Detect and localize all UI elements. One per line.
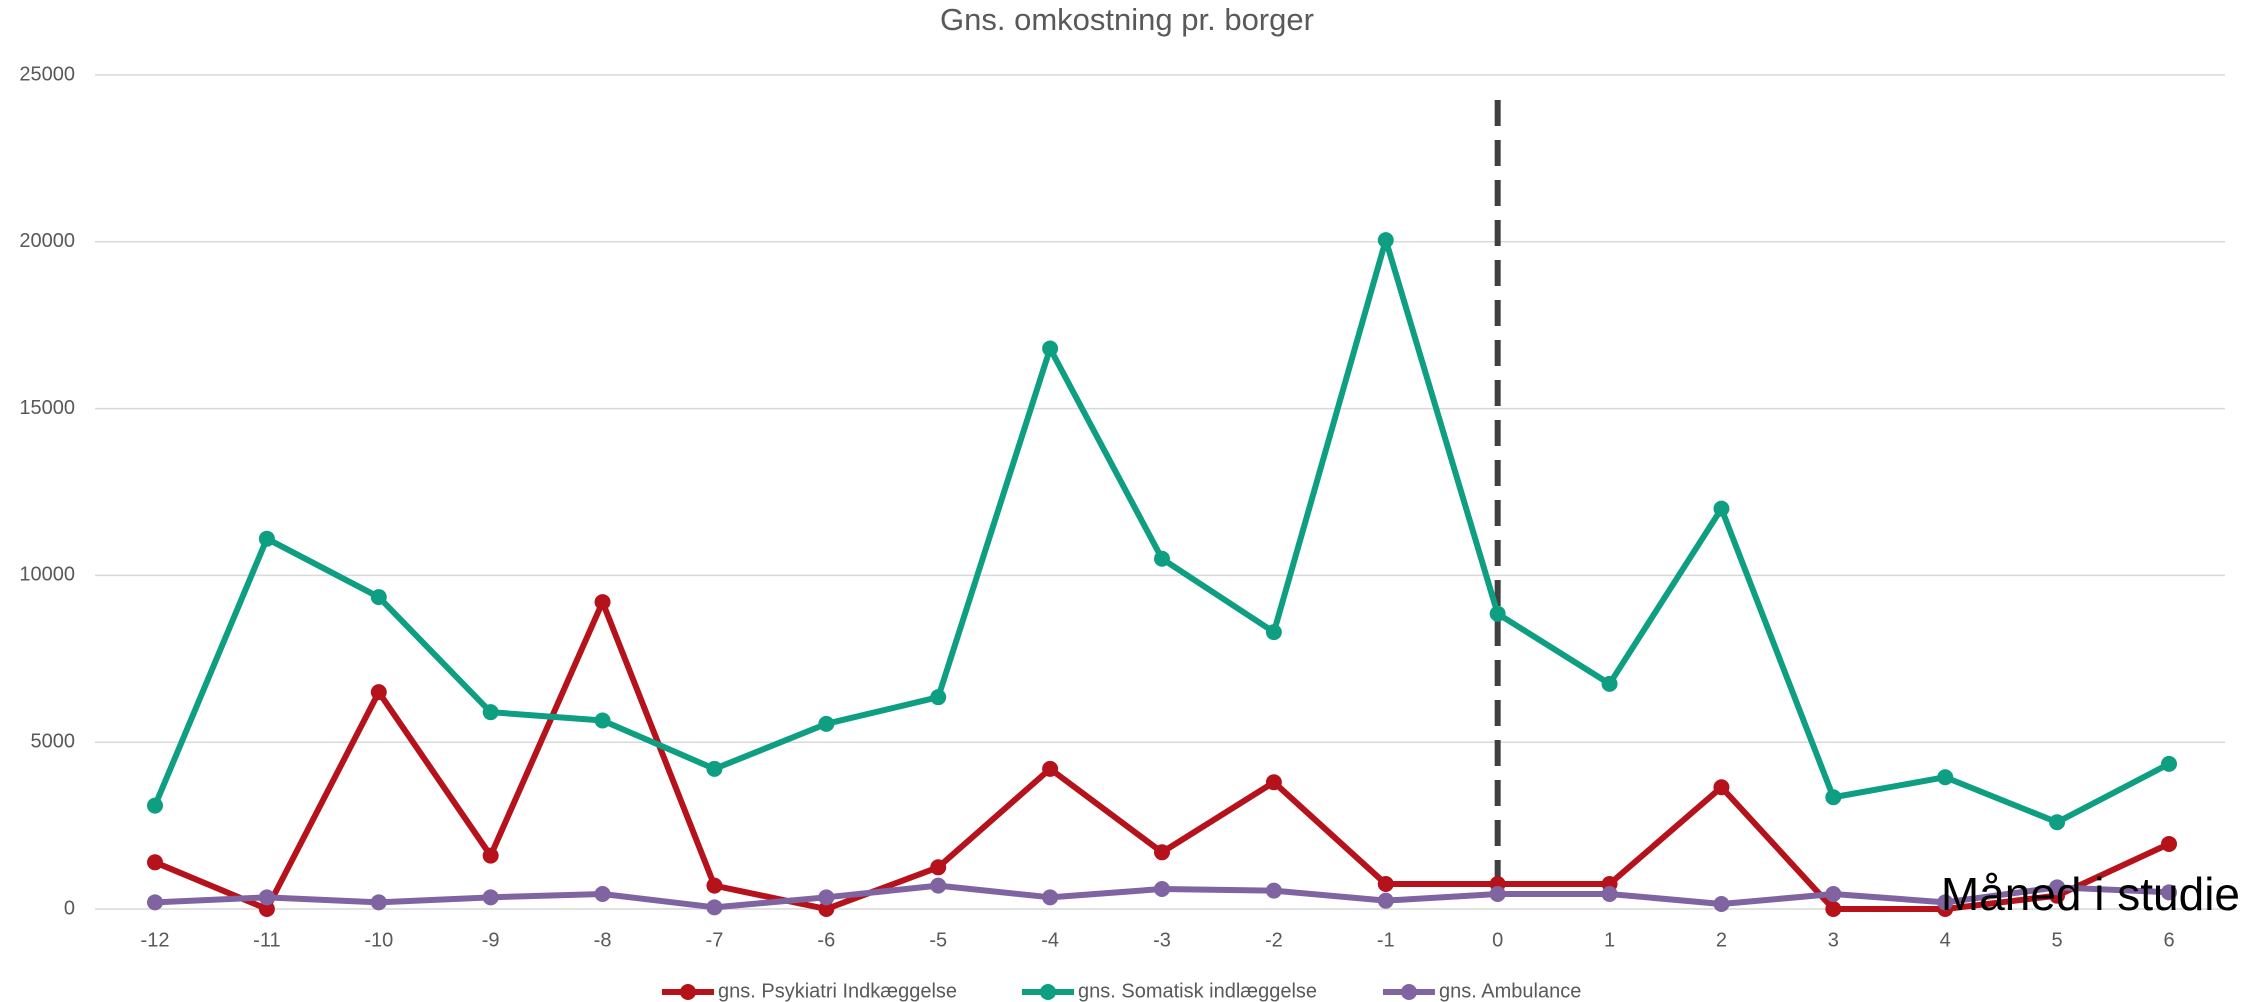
point bbox=[1042, 889, 1059, 906]
x-tick-label: 1 bbox=[1604, 929, 1615, 951]
x-tick-label: -5 bbox=[929, 929, 947, 951]
point bbox=[1713, 895, 1730, 912]
point bbox=[818, 889, 835, 906]
point bbox=[930, 689, 947, 706]
x-axis-label: Måned i studie bbox=[1941, 868, 2240, 920]
x-tick-label: -1 bbox=[1377, 929, 1395, 951]
y-tick-label: 20000 bbox=[19, 230, 75, 252]
point bbox=[147, 854, 163, 871]
point bbox=[1042, 340, 1059, 357]
point bbox=[706, 760, 723, 777]
point bbox=[930, 877, 947, 894]
legend-marker bbox=[680, 984, 696, 1000]
x-tick-label: 6 bbox=[2163, 929, 2174, 951]
point bbox=[930, 859, 947, 876]
point bbox=[1265, 774, 1282, 791]
x-tick-label: -2 bbox=[1265, 929, 1283, 951]
point bbox=[1601, 885, 1618, 902]
legend-label: gns. Somatisk indlæggelse bbox=[1078, 980, 1317, 1002]
point bbox=[482, 704, 499, 721]
point bbox=[482, 889, 499, 906]
point bbox=[1377, 875, 1394, 892]
x-tick-label: -11 bbox=[253, 929, 280, 951]
point bbox=[1154, 880, 1170, 897]
series-line bbox=[153, 599, 2171, 912]
y-tick-label: 5000 bbox=[31, 730, 76, 752]
point bbox=[370, 684, 387, 701]
point bbox=[1265, 624, 1282, 641]
x-tick-label: -6 bbox=[817, 929, 835, 951]
x-tick-label: -12 bbox=[141, 929, 170, 951]
point bbox=[1042, 760, 1059, 777]
y-tick-label: 0 bbox=[64, 897, 75, 919]
point bbox=[147, 797, 163, 814]
point bbox=[258, 530, 275, 547]
x-tick-label: -3 bbox=[1153, 929, 1171, 951]
point bbox=[1489, 885, 1506, 902]
legend-label: gns. Ambulance bbox=[1439, 980, 1581, 1002]
x-tick-label: 4 bbox=[1940, 929, 1951, 951]
x-tick-label: -4 bbox=[1041, 929, 1059, 951]
x-tick-label: -7 bbox=[706, 929, 724, 951]
point bbox=[1825, 885, 1842, 902]
y-tick-label: 15000 bbox=[19, 397, 75, 419]
point bbox=[258, 889, 275, 906]
point bbox=[1937, 894, 1954, 911]
point bbox=[370, 589, 387, 606]
legend-label: gns. Psykiatri Indkæggelse bbox=[718, 980, 957, 1002]
point bbox=[147, 894, 163, 911]
y-tick-label: 25000 bbox=[19, 63, 75, 85]
point bbox=[818, 901, 835, 917]
point bbox=[1154, 844, 1170, 861]
x-tick-label: -9 bbox=[482, 929, 500, 951]
legend-marker bbox=[1040, 984, 1056, 1000]
point bbox=[594, 594, 611, 611]
point bbox=[1713, 779, 1730, 796]
point bbox=[818, 715, 835, 732]
point bbox=[1377, 232, 1394, 249]
y-tick-label: 10000 bbox=[19, 564, 75, 586]
point bbox=[706, 877, 723, 894]
point bbox=[2161, 755, 2177, 772]
series-line bbox=[152, 237, 2171, 826]
x-tick-label: 3 bbox=[1828, 929, 1839, 951]
x-tick-label: 2 bbox=[1716, 929, 1727, 951]
point bbox=[370, 894, 387, 911]
point bbox=[1937, 769, 1954, 786]
chart-title: Gns. omkostning pr. borger bbox=[940, 2, 1314, 37]
x-tick-label: 5 bbox=[2052, 929, 2063, 951]
point bbox=[482, 847, 499, 864]
point bbox=[706, 899, 723, 916]
point bbox=[1489, 605, 1506, 622]
point bbox=[2161, 884, 2177, 901]
point bbox=[1713, 500, 1730, 517]
point bbox=[1825, 901, 1842, 917]
point bbox=[1601, 675, 1618, 692]
point bbox=[1154, 550, 1170, 567]
point bbox=[1265, 882, 1282, 899]
point bbox=[258, 901, 275, 917]
x-tick-label: 0 bbox=[1492, 929, 1503, 951]
point bbox=[2049, 814, 2066, 831]
point bbox=[1825, 789, 1842, 806]
point bbox=[1377, 892, 1394, 909]
x-tick-label: -10 bbox=[364, 929, 393, 951]
point bbox=[594, 885, 611, 902]
legend-marker bbox=[1401, 984, 1417, 1000]
x-tick-label: -8 bbox=[594, 929, 612, 951]
point bbox=[2161, 835, 2177, 852]
point bbox=[594, 712, 611, 729]
point bbox=[2049, 879, 2066, 896]
